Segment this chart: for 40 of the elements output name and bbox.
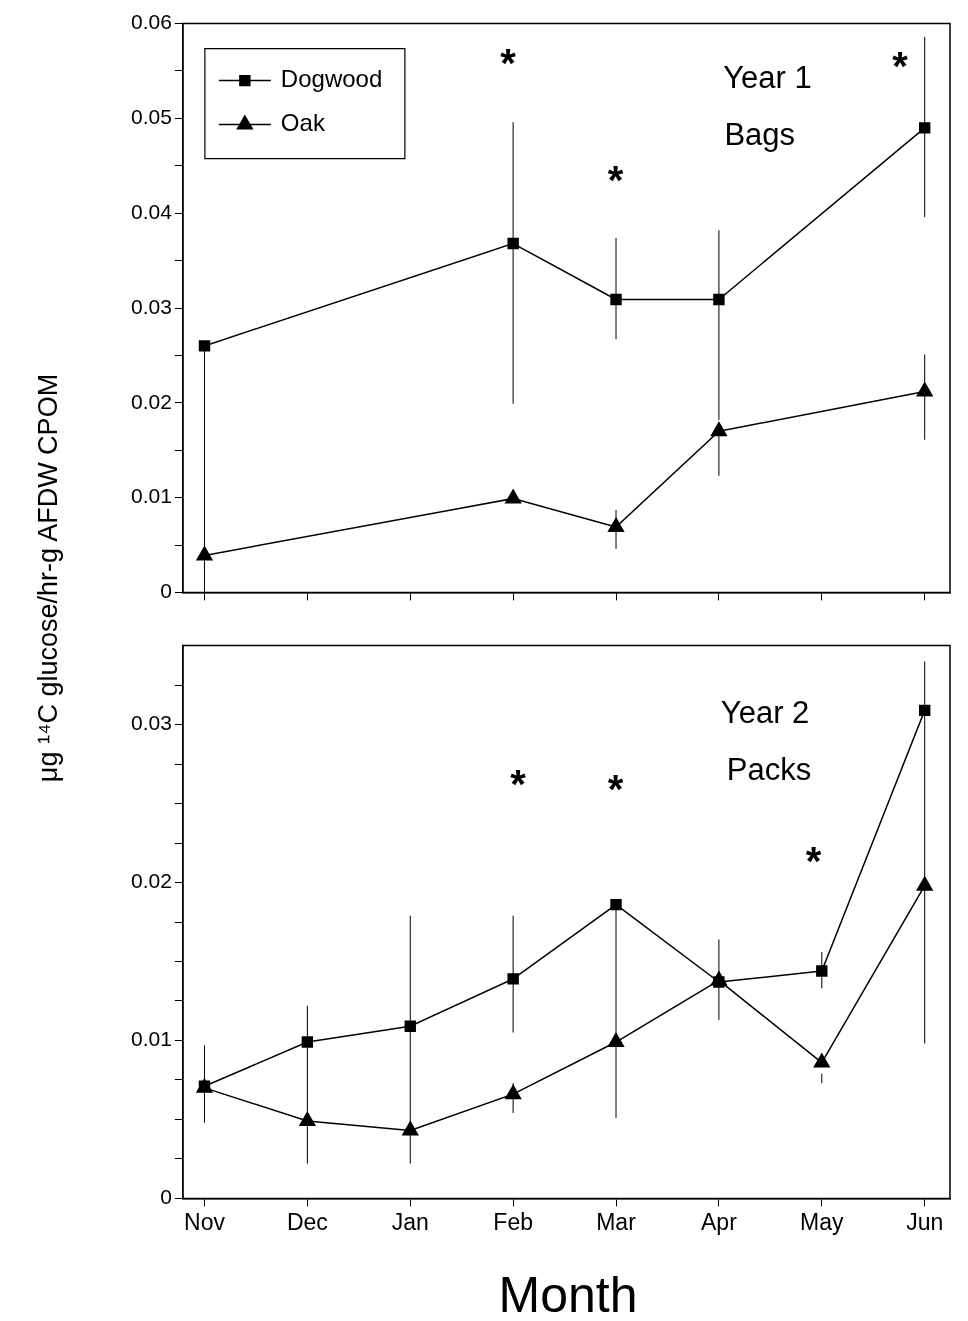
y-tick-label: 0	[160, 579, 172, 603]
y-tick-label: 0.04	[131, 200, 173, 223]
y-tick-label: 0.05	[131, 105, 172, 129]
x-tick-label: Mar	[596, 1208, 637, 1235]
point	[916, 876, 933, 891]
y-axis-title: μg ¹⁴C glucose/hr-g AFDW CPOM	[32, 373, 64, 783]
point	[299, 1111, 316, 1127]
y-tick-label: 0.02	[131, 389, 172, 413]
annotation: *	[892, 44, 909, 89]
annotation: *	[510, 761, 527, 806]
legend-label: Dogwood	[280, 65, 383, 93]
y-tick-label: 0.06	[131, 10, 172, 34]
x-tick-label: Feb	[493, 1208, 533, 1235]
legend-label: Oak	[280, 109, 326, 137]
annotation: Bags	[724, 116, 796, 152]
x-tick-label: Nov	[184, 1208, 226, 1235]
point	[301, 1036, 314, 1048]
y-tick-label: 0.03	[131, 294, 172, 318]
point	[816, 965, 828, 977]
y-tick-label: 0.01	[131, 1027, 172, 1051]
annotation: Year 2	[720, 695, 810, 731]
x-tick-label: Dec	[286, 1208, 328, 1235]
annotation: *	[607, 767, 624, 812]
point	[610, 898, 622, 911]
y-tick-label: 0.03	[131, 711, 172, 735]
x-tick-label: Jun	[906, 1208, 944, 1235]
annotation: Packs	[726, 752, 812, 788]
annotation: *	[500, 41, 517, 86]
y-tick-label: 0.01	[131, 484, 172, 508]
y-tick-label: 0	[160, 1185, 172, 1209]
x-axis-title: Month	[498, 1266, 638, 1321]
point	[507, 973, 519, 985]
x-tick-label: Jan	[391, 1208, 429, 1235]
annotation: Year 1	[723, 60, 812, 96]
x-tick-label: Apr	[701, 1208, 738, 1235]
point	[813, 1053, 830, 1068]
annotation: *	[607, 157, 624, 202]
x-tick-label: May	[800, 1208, 845, 1235]
y-tick-label: 0.02	[131, 869, 172, 893]
annotation: *	[805, 838, 822, 883]
